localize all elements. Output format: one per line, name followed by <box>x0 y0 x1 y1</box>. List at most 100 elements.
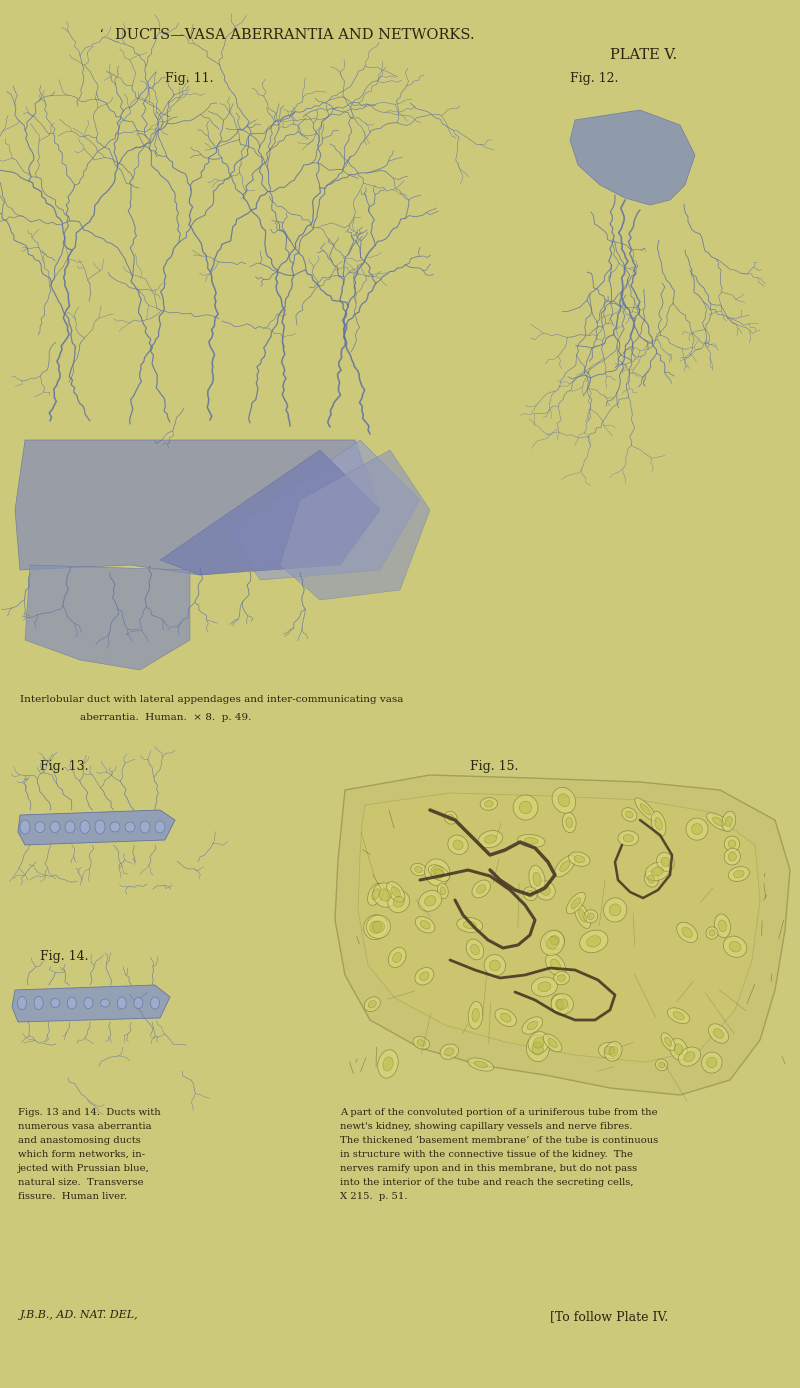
Polygon shape <box>335 775 790 1095</box>
Ellipse shape <box>566 818 573 827</box>
Text: Fig. 12.: Fig. 12. <box>570 72 618 85</box>
Ellipse shape <box>550 936 559 945</box>
Ellipse shape <box>485 834 497 844</box>
Text: Fig. 14.: Fig. 14. <box>40 949 89 963</box>
Ellipse shape <box>373 883 398 908</box>
Ellipse shape <box>682 927 692 937</box>
Ellipse shape <box>543 1034 562 1052</box>
Text: into the interior of the tube and reach the secreting cells,: into the interior of the tube and reach … <box>340 1178 634 1187</box>
Text: The thickened ‘basement membrane’ of the tube is continuous: The thickened ‘basement membrane’ of the… <box>340 1135 658 1145</box>
Ellipse shape <box>372 888 380 899</box>
Text: newt's kidney, showing capillary vessels and nerve fibres.: newt's kidney, showing capillary vessels… <box>340 1122 632 1131</box>
Text: which form networks, in-: which form networks, in- <box>18 1151 145 1159</box>
Ellipse shape <box>724 848 741 865</box>
Ellipse shape <box>526 1035 549 1062</box>
Ellipse shape <box>445 1048 454 1055</box>
Ellipse shape <box>598 1042 620 1059</box>
Ellipse shape <box>388 948 406 967</box>
Ellipse shape <box>571 898 581 909</box>
Ellipse shape <box>477 884 486 894</box>
Ellipse shape <box>551 994 569 1016</box>
Polygon shape <box>25 565 190 670</box>
Ellipse shape <box>560 861 570 872</box>
Ellipse shape <box>610 904 621 916</box>
Ellipse shape <box>472 1008 479 1022</box>
Polygon shape <box>160 450 380 575</box>
Ellipse shape <box>562 812 576 833</box>
Ellipse shape <box>665 1037 672 1047</box>
Ellipse shape <box>386 881 405 902</box>
Ellipse shape <box>673 1012 684 1020</box>
Ellipse shape <box>678 1047 701 1066</box>
Ellipse shape <box>485 801 493 806</box>
Polygon shape <box>230 440 420 580</box>
Ellipse shape <box>646 862 670 880</box>
Text: Fig. 15.: Fig. 15. <box>470 761 518 773</box>
Ellipse shape <box>706 813 730 830</box>
Ellipse shape <box>651 812 666 837</box>
Text: X 215.  p. 51.: X 215. p. 51. <box>340 1192 407 1201</box>
Ellipse shape <box>728 866 750 881</box>
Ellipse shape <box>447 815 454 820</box>
Ellipse shape <box>725 836 739 852</box>
Ellipse shape <box>474 1062 487 1067</box>
Polygon shape <box>18 811 175 845</box>
Polygon shape <box>358 793 760 1062</box>
Ellipse shape <box>550 959 561 970</box>
Ellipse shape <box>468 1058 494 1072</box>
Ellipse shape <box>706 1058 717 1067</box>
Ellipse shape <box>709 930 715 936</box>
Ellipse shape <box>691 823 702 834</box>
Ellipse shape <box>445 812 457 824</box>
Ellipse shape <box>536 881 555 901</box>
Ellipse shape <box>65 820 75 833</box>
Text: numerous vasa aberrantia: numerous vasa aberrantia <box>18 1122 152 1131</box>
Ellipse shape <box>50 998 60 1008</box>
Polygon shape <box>280 450 430 600</box>
Ellipse shape <box>558 794 570 806</box>
Ellipse shape <box>415 967 434 985</box>
Ellipse shape <box>414 866 422 873</box>
Ellipse shape <box>457 917 482 933</box>
Ellipse shape <box>134 998 143 1009</box>
Ellipse shape <box>67 997 76 1009</box>
Ellipse shape <box>626 811 633 818</box>
Ellipse shape <box>578 909 586 922</box>
Text: Fig. 13.: Fig. 13. <box>40 761 89 773</box>
Ellipse shape <box>541 930 565 955</box>
Ellipse shape <box>463 922 476 929</box>
Ellipse shape <box>655 1059 668 1070</box>
Ellipse shape <box>420 920 430 929</box>
Ellipse shape <box>554 855 575 877</box>
Ellipse shape <box>545 931 564 949</box>
Ellipse shape <box>714 1029 723 1038</box>
Text: [To follow Plate IV.: [To follow Plate IV. <box>550 1310 668 1323</box>
Ellipse shape <box>453 840 463 849</box>
Ellipse shape <box>101 999 110 1008</box>
Ellipse shape <box>658 1062 665 1067</box>
Ellipse shape <box>524 838 538 844</box>
Ellipse shape <box>728 840 736 848</box>
Ellipse shape <box>523 887 537 901</box>
Ellipse shape <box>551 994 574 1015</box>
Ellipse shape <box>644 872 658 887</box>
Ellipse shape <box>529 865 545 892</box>
Ellipse shape <box>657 852 674 872</box>
Text: Interlobular duct with lateral appendages and inter-communicating vasa: Interlobular duct with lateral appendage… <box>20 695 403 704</box>
Ellipse shape <box>555 999 564 1010</box>
Ellipse shape <box>366 915 390 938</box>
Ellipse shape <box>472 880 490 898</box>
Ellipse shape <box>605 1041 622 1062</box>
Ellipse shape <box>110 822 120 831</box>
Ellipse shape <box>609 1047 618 1056</box>
Text: natural size.  Transverse: natural size. Transverse <box>18 1178 144 1187</box>
Ellipse shape <box>667 1008 690 1023</box>
Ellipse shape <box>418 891 442 912</box>
Ellipse shape <box>383 1056 393 1072</box>
Ellipse shape <box>495 1009 517 1027</box>
Ellipse shape <box>729 941 741 952</box>
Ellipse shape <box>391 887 400 897</box>
Text: jected with Prussian blue,: jected with Prussian blue, <box>18 1165 150 1173</box>
Ellipse shape <box>548 1038 558 1048</box>
Ellipse shape <box>541 886 550 895</box>
